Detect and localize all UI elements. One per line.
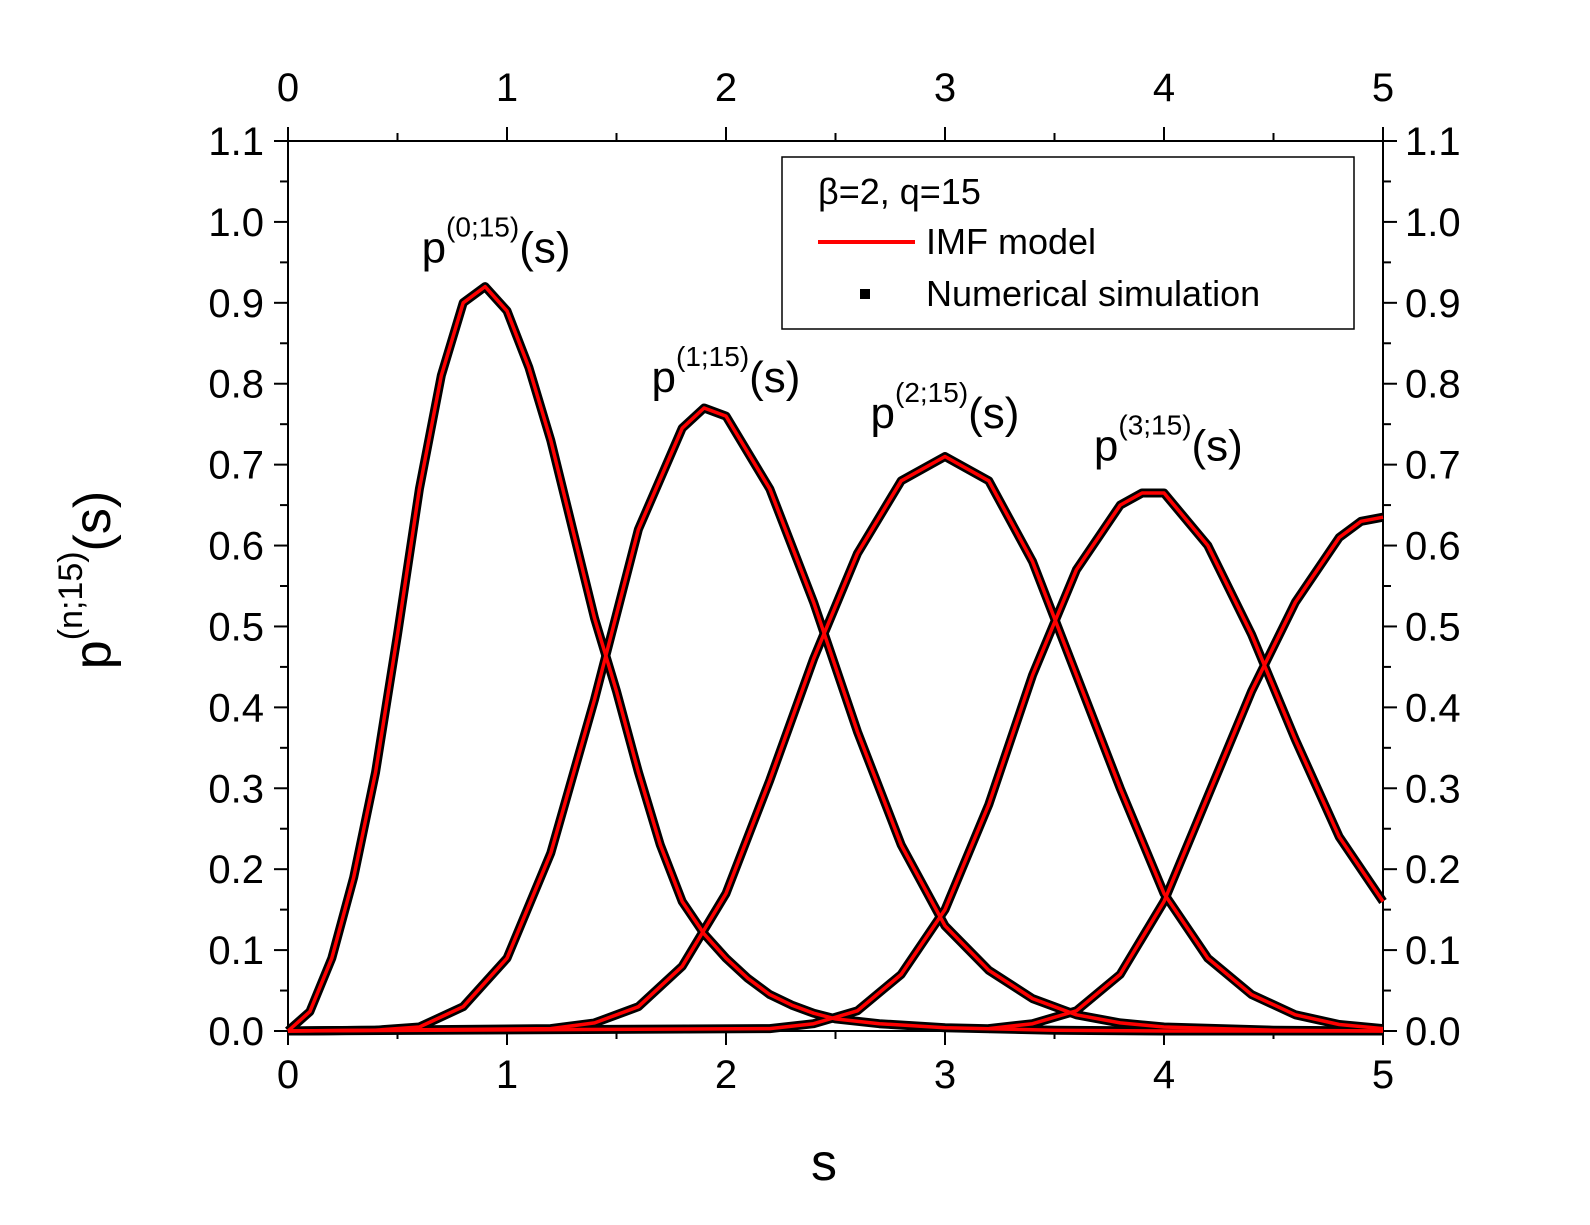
imf-model-curve-3 xyxy=(287,491,1385,1033)
y-tick-label-right: 0.8 xyxy=(1405,363,1461,407)
y-tick-label-left: 0.3 xyxy=(208,767,264,811)
y-tick-label-right: 0.5 xyxy=(1405,605,1461,649)
y-tick-label-right: 0.6 xyxy=(1405,525,1461,569)
y-tick-label-left: 0.0 xyxy=(208,1010,264,1054)
x-tick-label-top: 4 xyxy=(1153,66,1175,110)
numerical-simulation-curve-2 xyxy=(287,452,1384,1036)
x-axis-title: s xyxy=(811,1134,837,1192)
x-tick-label-bottom: 4 xyxy=(1153,1053,1175,1097)
x-tick-label-top: 5 xyxy=(1372,66,1394,110)
y-tick-label-left: 0.1 xyxy=(208,929,264,973)
y-tick-label-left: 0.6 xyxy=(208,525,264,569)
y-axis-title-tail: (s) xyxy=(64,491,122,552)
y-tick-label-left: 1.0 xyxy=(208,201,264,245)
y-tick-label-right: 1.1 xyxy=(1405,120,1461,164)
x-tick-label-top: 3 xyxy=(934,66,956,110)
legend-header: β=2, q=15 xyxy=(818,171,981,212)
legend-swatch-numerical-simulation xyxy=(860,289,870,299)
svg-text:p(n;15)(s): p(n;15)(s) xyxy=(52,491,122,669)
x-tick-label-top: 2 xyxy=(715,66,737,110)
x-tick-label-bottom: 0 xyxy=(277,1053,299,1097)
legend-label-numerical-simulation: Numerical simulation xyxy=(926,273,1260,314)
x-tick-label-bottom: 5 xyxy=(1372,1053,1394,1097)
curve-annotation-3: p(3;15)(s) xyxy=(1094,410,1243,471)
imf-model-curve-1 xyxy=(287,406,1384,1033)
y-tick-label-left: 0.9 xyxy=(208,282,264,326)
y-tick-label-right: 0.3 xyxy=(1405,767,1461,811)
curve-annotations: p(0;15)(s) p(1;15)(s) p(2;15)(s) p(3;15)(s) xyxy=(422,211,1243,470)
y-tick-label-left: 1.1 xyxy=(208,120,264,164)
y-tick-label-left: 0.2 xyxy=(208,848,264,892)
y-tick-label-right: 0.9 xyxy=(1405,282,1461,326)
y-tick-label-right: 0.7 xyxy=(1405,444,1461,488)
y-tick-label-right: 0.0 xyxy=(1405,1010,1461,1054)
x-tick-label-bottom: 3 xyxy=(934,1053,956,1097)
y-tick-label-left: 0.5 xyxy=(208,605,264,649)
curve-annotation-2: p(2;15)(s) xyxy=(871,377,1020,438)
numerical-simulation-curves xyxy=(285,282,1387,1036)
y-axis-title-base: p xyxy=(64,640,122,669)
curve-annotation-0: p(0;15)(s) xyxy=(422,211,571,272)
legend-label-imf-model: IMF model xyxy=(926,221,1096,262)
y-axis-title-sup: (n;15) xyxy=(52,551,90,640)
numerical-simulation-curve-1 xyxy=(287,403,1384,1036)
y-tick-label-right: 0.2 xyxy=(1405,848,1461,892)
y-tick-label-right: 1.0 xyxy=(1405,201,1461,245)
imf-model-curves xyxy=(286,284,1385,1033)
x-tick-label-bottom: 1 xyxy=(496,1053,518,1097)
y-tick-label-left: 0.7 xyxy=(208,444,264,488)
imf-model-curve-2 xyxy=(287,454,1384,1033)
imf-model-curve-4 xyxy=(988,515,1384,1031)
y-tick-label-left: 0.4 xyxy=(208,686,264,730)
legend: β=2, q=15 IMF model Numerical simulation xyxy=(781,156,1355,330)
y-tick-label-right: 0.4 xyxy=(1405,686,1461,730)
y-axis-title: p(n;15)(s) xyxy=(52,491,122,669)
curve-annotation-1: p(1;15)(s) xyxy=(652,341,801,402)
y-tick-label-left: 0.8 xyxy=(208,363,264,407)
x-tick-label-top: 1 xyxy=(496,66,518,110)
x-tick-label-top: 0 xyxy=(277,66,299,110)
x-tick-label-bottom: 2 xyxy=(715,1053,737,1097)
y-tick-label-right: 0.1 xyxy=(1405,929,1461,973)
